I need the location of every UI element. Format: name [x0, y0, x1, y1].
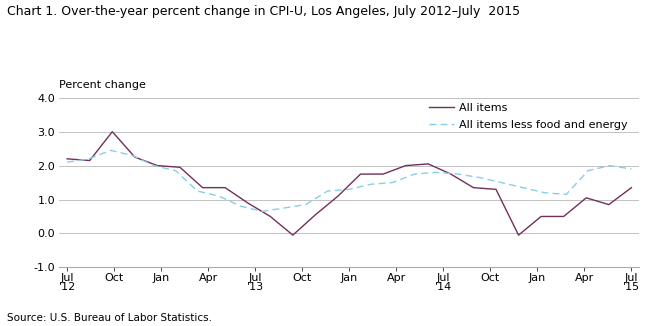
Text: Source: U.S. Bureau of Labor Statistics.: Source: U.S. Bureau of Labor Statistics. — [7, 313, 212, 323]
Legend: All items, All items less food and energy: All items, All items less food and energ… — [429, 103, 628, 130]
Text: Chart 1. Over-the-year percent change in CPI-U, Los Angeles, July 2012–July  201: Chart 1. Over-the-year percent change in… — [7, 5, 520, 18]
Text: Percent change: Percent change — [59, 80, 146, 90]
